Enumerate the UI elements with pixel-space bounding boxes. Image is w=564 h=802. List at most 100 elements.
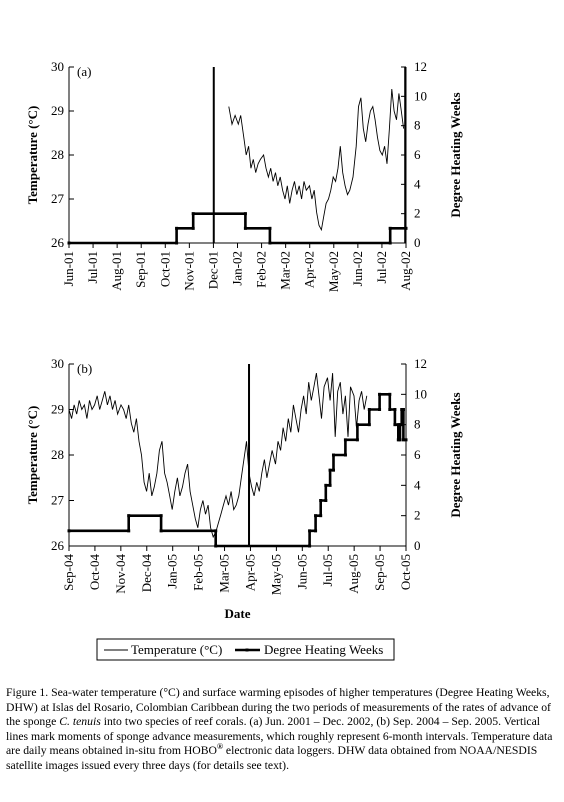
x-tick-label: Apr-02 <box>302 251 317 288</box>
chart-panel-b: 26 27 28 29 30 0 2 4 6 8 10 12 Sep-04 Oct-04 Nov-04 Dec… <box>25 356 463 621</box>
dhw-point <box>398 438 402 442</box>
left-tick-label: 29 <box>51 103 64 118</box>
dhw-point <box>159 529 163 533</box>
dhw-point <box>393 423 397 427</box>
dhw-point <box>388 392 392 396</box>
dhw-point <box>367 423 371 427</box>
x-tick-label: Feb-05 <box>191 554 206 591</box>
dhw-point <box>343 438 347 442</box>
right-tick-label: 8 <box>414 118 421 133</box>
dhw-point <box>393 408 397 411</box>
dhw-point <box>401 408 405 411</box>
caption-text-2: into two species of reef corals. (a) Jun… <box>6 715 553 758</box>
x-tick-label: Aug-02 <box>398 251 413 291</box>
dhw-point <box>367 408 371 411</box>
dhw-point <box>159 514 163 518</box>
x-tick-label: Aug-01 <box>109 251 124 291</box>
dhw-point <box>404 438 408 442</box>
caption-species: C. tenuis <box>59 715 101 729</box>
left-tick-label: 27 <box>51 493 65 508</box>
right-tick-label: 6 <box>414 447 421 462</box>
dhw-point <box>355 438 359 442</box>
x-tick-label: Oct-04 <box>87 554 102 591</box>
dhw-point <box>308 544 312 548</box>
dhw-point <box>343 453 347 457</box>
dhw-point <box>396 438 400 442</box>
caption-text-1: Figure 1. Sea-water temperature (°C) and… <box>6 686 551 729</box>
right-tick-label: 4 <box>414 477 421 492</box>
dhw-point <box>127 514 131 518</box>
right-tick-label: 2 <box>414 206 421 221</box>
left-tick-label: 30 <box>51 356 64 371</box>
temperature-series-line <box>228 88 405 232</box>
dhw-point <box>314 514 318 518</box>
dhw-point <box>398 423 402 427</box>
right-tick-label: 0 <box>414 538 421 553</box>
left-tick-label: 28 <box>51 147 64 162</box>
dhw-point <box>400 408 404 411</box>
x-tick-label: Oct-01 <box>157 251 172 287</box>
x-tick-label: Jul-01 <box>85 251 100 284</box>
figure-caption: Figure 1. Sea-water temperature (°C) and… <box>6 686 558 774</box>
dhw-point <box>191 226 195 230</box>
dhw-point <box>404 226 408 230</box>
dhw-point <box>355 423 359 427</box>
temperature-series-line <box>68 373 368 539</box>
dhw-point <box>388 408 392 411</box>
dhw-point <box>191 212 195 216</box>
dhw-point <box>314 529 318 533</box>
dhw-point <box>378 408 382 411</box>
x-tick-label: Jun-01 <box>61 251 76 286</box>
caption-registered-mark: ® <box>216 742 223 752</box>
right-tick-label: 6 <box>414 147 421 162</box>
x-tick-label: Jul-02 <box>374 251 389 284</box>
x-tick-label: Nov-04 <box>113 554 128 594</box>
dhw-point <box>331 468 335 472</box>
right-tick-label: 12 <box>414 356 427 371</box>
dhw-point <box>308 529 312 533</box>
dhw-point <box>175 241 179 245</box>
dhw-point <box>127 529 131 533</box>
left-tick-label: 26 <box>51 235 65 250</box>
right-tick-label: 0 <box>414 235 421 250</box>
dhw-point <box>328 468 332 472</box>
left-tick-label: 28 <box>51 447 64 462</box>
x-tick-label: Mar-02 <box>278 251 293 290</box>
x-tick-label: Dec-04 <box>139 554 154 593</box>
right-tick-label: 10 <box>414 386 427 401</box>
right-tick-label: 4 <box>414 176 421 191</box>
left-tick-label: 26 <box>51 538 65 553</box>
right-tick-label: 2 <box>414 508 421 523</box>
x-tick-label: Sep-05 <box>372 554 387 591</box>
dhw-point <box>324 483 328 487</box>
x-tick-label: Jul-05 <box>320 554 335 587</box>
dhw-point <box>319 499 323 502</box>
x-tick-label: Jun-05 <box>294 554 309 589</box>
x-tick-label: Jun-02 <box>350 251 365 286</box>
x-tick-label: Dec-01 <box>205 251 220 289</box>
dhw-point <box>388 226 392 230</box>
panel-label: (b) <box>77 361 92 376</box>
right-tick-label: 12 <box>414 59 427 74</box>
dhw-point <box>331 453 335 457</box>
dhw-point <box>401 438 405 442</box>
dhw-point <box>214 544 218 548</box>
x-tick-label: Feb-02 <box>254 251 269 288</box>
x-tick-label: Aug-05 <box>346 554 361 594</box>
x-tick-label: May-05 <box>268 554 283 595</box>
dhw-point <box>324 499 328 502</box>
dhw-point <box>175 226 179 230</box>
x-tick-label: Apr-05 <box>242 554 257 591</box>
chart-panel-a: 26 27 28 29 30 0 2 4 6 8 10 12 Jun-01 Jul-01 Aug-01 Sep… <box>25 59 463 292</box>
x-tick-label: Oct-05 <box>398 554 413 590</box>
dhw-point <box>243 226 247 230</box>
dhw-series-line <box>69 212 406 245</box>
x-axis-title: Date <box>225 606 251 621</box>
x-tick-label: Sep-01 <box>133 251 148 288</box>
x-tick-label: Mar-05 <box>217 554 232 593</box>
dhw-point <box>388 241 392 245</box>
dhw-point <box>243 212 247 216</box>
right-tick-label: 8 <box>414 417 421 432</box>
dhw-point <box>400 423 404 427</box>
